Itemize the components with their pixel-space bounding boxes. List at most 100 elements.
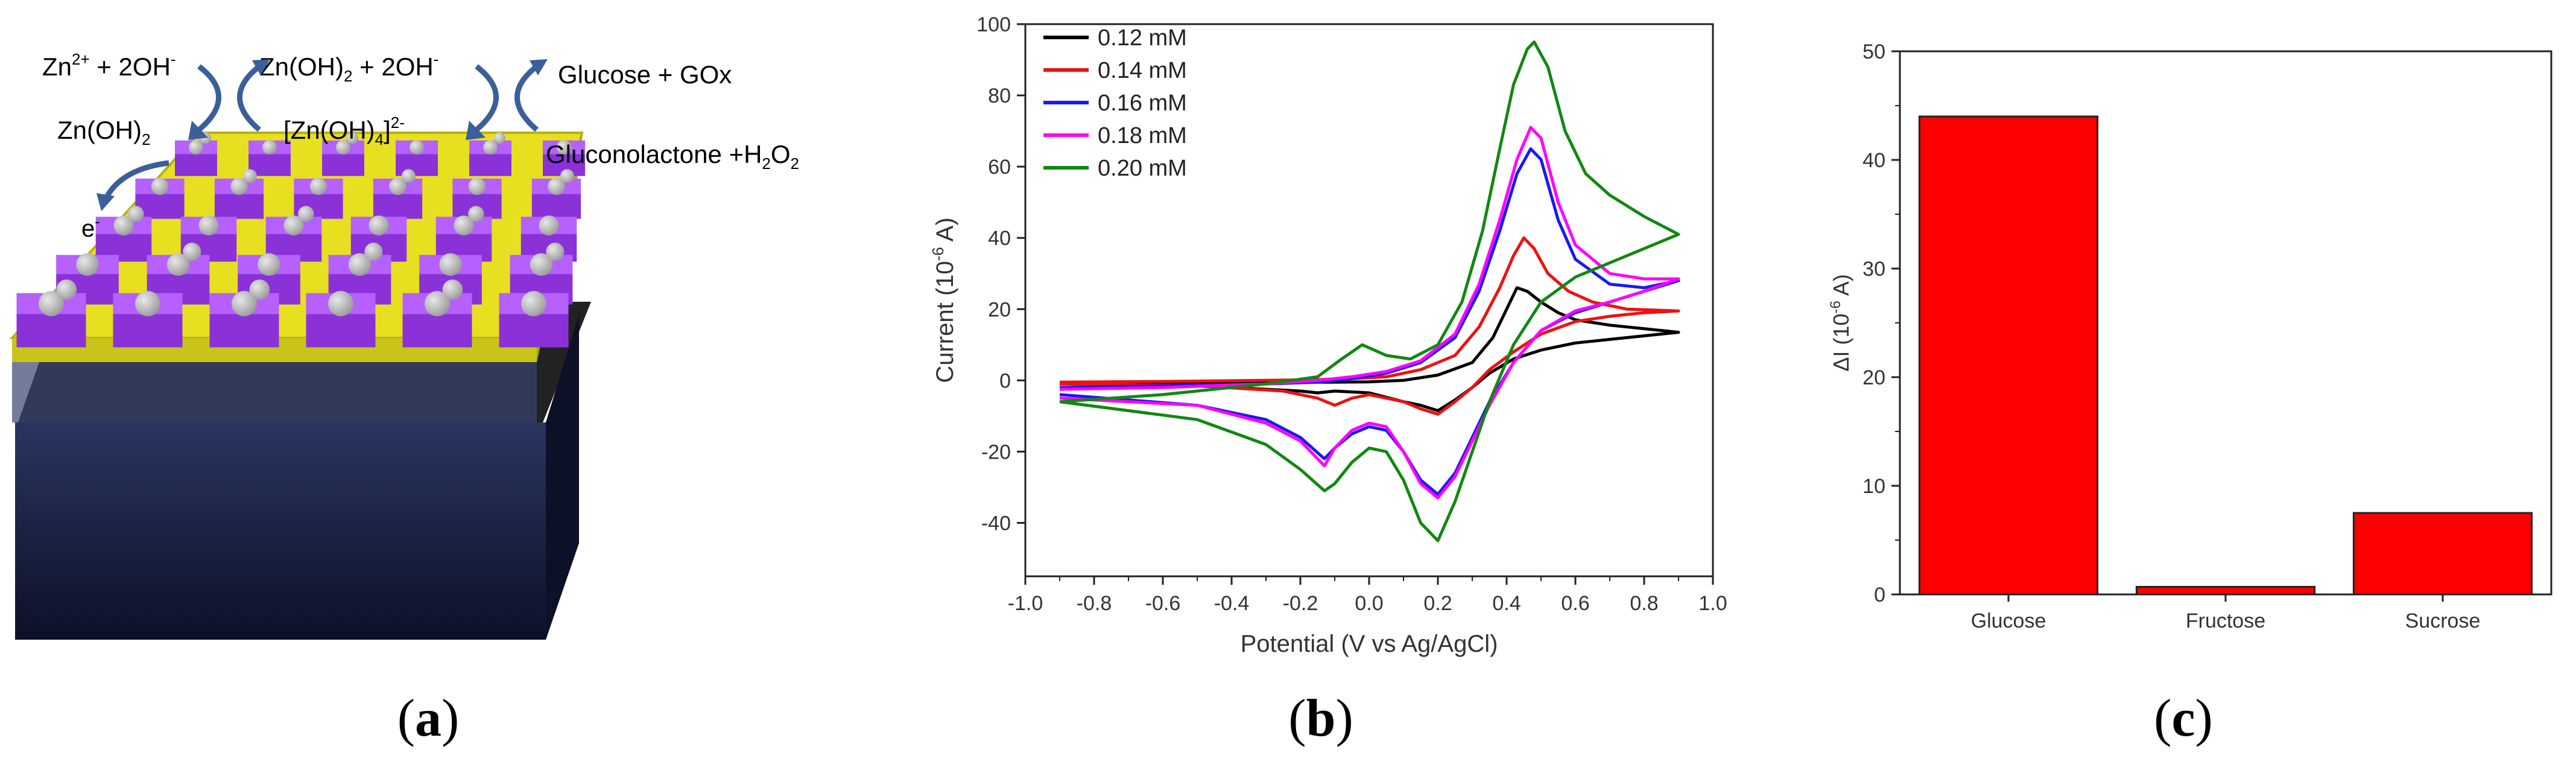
- cv-x-axis-label: Potential (V vs Ag/AgCl): [1241, 631, 1498, 657]
- nanoparticle: [560, 169, 574, 183]
- nanoparticle: [493, 132, 506, 144]
- nanoparticle: [56, 279, 77, 300]
- cv-legend-label: 0.18 mM: [1098, 123, 1187, 148]
- nanoparticle: [189, 140, 203, 155]
- nanorod-array: [16, 132, 585, 348]
- nanoparticle: [369, 215, 389, 236]
- cv-legend-label: 0.12 mM: [1098, 25, 1187, 51]
- nanoparticle: [539, 215, 559, 236]
- bar-y-tick-label: 40: [1862, 149, 1885, 172]
- nanoparticle: [135, 291, 160, 317]
- bar-x-tick-label: Glucose: [1971, 610, 2046, 632]
- electron-label: e-: [81, 212, 100, 242]
- nanorod-side: [396, 153, 438, 176]
- bar-x-tick-label: Sucrose: [2405, 610, 2481, 632]
- reaction-2-left: Zn(OH)2: [57, 116, 150, 148]
- arrow-head: [188, 121, 208, 140]
- reaction-3-bottom: Gluconolactone +H2O2: [546, 140, 799, 173]
- nanoparticle: [389, 177, 407, 196]
- cv-series-line: [1059, 40, 1680, 543]
- cv-y-tick-label: -20: [981, 441, 1011, 463]
- arrow-head: [466, 121, 486, 140]
- nanoparticle: [442, 279, 463, 300]
- nanoparticle: [425, 291, 450, 317]
- cv-y-tick-label: 40: [988, 227, 1011, 250]
- nanoparticle: [198, 215, 219, 236]
- nanoparticle: [230, 177, 248, 196]
- cv-x-tick-label: 0.2: [1423, 592, 1452, 615]
- cv-y-tick-label: 20: [988, 298, 1011, 321]
- cv-y-tick-label: 60: [988, 156, 1011, 179]
- panel-a-schematic: Zn2+ + 2OH- Zn(OH)2 + 2OH- Zn(OH)2 [Zn(O…: [0, 0, 905, 664]
- nanorod-side: [175, 153, 217, 176]
- nanoparticle: [183, 243, 201, 261]
- nanorod-side: [214, 193, 264, 219]
- nanoparticle: [468, 177, 486, 196]
- nanorod-side: [306, 312, 376, 348]
- cv-series-line: [1059, 126, 1680, 500]
- nanoparticle: [546, 243, 565, 261]
- arrow-1-down: [197, 64, 221, 132]
- electron-arrow: [103, 160, 169, 201]
- nanorod-side: [209, 312, 279, 348]
- cv-x-tick-label: 0.0: [1355, 592, 1383, 615]
- cv-y-tick-label: 100: [976, 13, 1011, 36]
- bar-y-tick-label: 50: [1862, 40, 1885, 63]
- nanorod-side: [16, 312, 86, 348]
- arrow-head: [97, 193, 115, 211]
- nanorod-side: [322, 153, 364, 176]
- nanoparticle: [557, 140, 571, 155]
- cv-x-tick-label: 0.6: [1561, 592, 1589, 615]
- reaction-text: Zn2+ + 2OH- Zn(OH)2 + 2OH- Zn(OH)2 [Zn(O…: [42, 50, 799, 242]
- cv-y-tick-label: -40: [981, 512, 1011, 535]
- nanoparticle: [309, 177, 328, 196]
- nanoparticle: [483, 140, 498, 155]
- cv-series-line: [1059, 236, 1680, 416]
- cv-lines: [1059, 40, 1680, 543]
- bar-y-tick-label: 20: [1862, 366, 1885, 389]
- cv-legend-label: 0.20 mM: [1098, 156, 1187, 181]
- cv-x-tick-label: -0.8: [1077, 592, 1112, 615]
- nanoparticle: [283, 215, 304, 236]
- schematic-svg: Zn2+ + 2OH- Zn(OH)2 + 2OH- Zn(OH)2 [Zn(O…: [9, 50, 799, 640]
- panel-label-a: (a): [397, 689, 460, 748]
- cv-x-tick-label: -0.4: [1214, 592, 1250, 615]
- nanorod-side: [373, 193, 423, 219]
- bar-fructose: [2135, 585, 2316, 596]
- cv-x-tick-label: 0.8: [1630, 592, 1658, 615]
- nanoparticle: [364, 243, 383, 261]
- bar-sucrose: [2352, 512, 2533, 596]
- nanorod-side: [469, 153, 511, 176]
- nanoparticle: [249, 279, 270, 300]
- nanoparticle: [548, 177, 565, 196]
- nanoparticle: [439, 253, 462, 276]
- substrate-side: [546, 314, 579, 640]
- cv-legend-label: 0.16 mM: [1098, 91, 1187, 116]
- bar-chart-svg: 0 10 20 30 40 50 Glucose Fructose Sucrose ΔI (10…: [1828, 40, 2552, 632]
- nanoparticle: [410, 140, 424, 155]
- nanoparticle: [530, 253, 553, 276]
- nanoparticle: [328, 291, 353, 317]
- panel-label-b: (b): [1288, 689, 1353, 748]
- bar-y-tick-label: 30: [1862, 258, 1885, 281]
- reaction-2-right: [Zn(OH)4]2-: [283, 113, 405, 148]
- substrate-front: [15, 422, 546, 640]
- nanorod-side: [531, 193, 581, 219]
- reaction-1-left: Zn2+ + 2OH-: [42, 50, 176, 81]
- panel-label-c: (c): [2154, 689, 2213, 748]
- arrow-head: [530, 59, 548, 75]
- nanoparticle: [166, 253, 190, 276]
- panel-b-chart: -1.0 -0.8 -0.6 -0.4 -0.2 0.0 0.2 0.4 0.6 0.8 1.0 -4…: [905, 0, 1749, 682]
- arrow-2-down: [475, 64, 499, 132]
- cv-x-tick-label: 1.0: [1698, 592, 1727, 615]
- cv-x-tick-label: -0.2: [1283, 592, 1318, 615]
- reaction-1-right: Zn(OH)2 + 2OH-: [259, 50, 438, 85]
- cv-y-tick-label: 0: [999, 369, 1011, 392]
- nanoparticle: [468, 206, 484, 222]
- nanoparticle: [454, 215, 474, 236]
- nanoparticle: [336, 140, 350, 155]
- nanoparticle: [262, 140, 277, 155]
- cv-chart-svg: -1.0 -0.8 -0.6 -0.4 -0.2 0.0 0.2 0.4 0.6 0.8 1.0 -4…: [929, 13, 1727, 657]
- bar-y-tick-label: 0: [1874, 584, 1885, 606]
- reaction-3-top: Glucose + GOx: [558, 60, 732, 89]
